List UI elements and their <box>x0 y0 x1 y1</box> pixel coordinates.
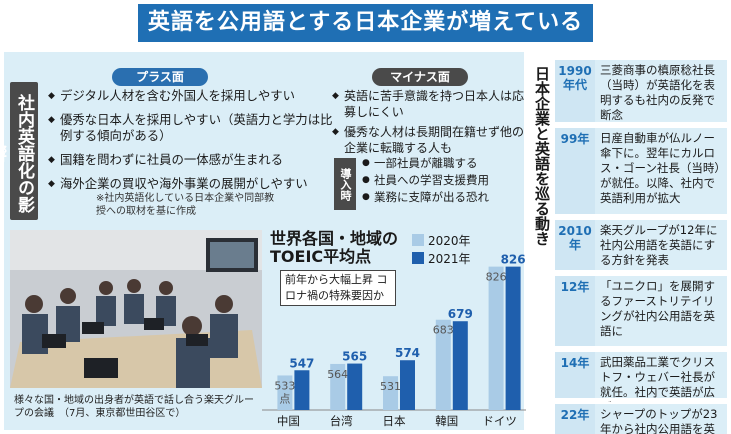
data-label: 565 <box>342 350 367 364</box>
timeline-year: 1990年代 <box>555 60 595 122</box>
legend-swatch-2021 <box>412 252 424 264</box>
data-label: 826 <box>501 253 526 267</box>
timeline-text: 日産自動車が仏ルノー傘下に。翌年にカルロス・ゴーン社長（当時）が就任。以降、社内… <box>600 131 721 205</box>
plus-item: 優秀な日本人を採用しやすい（英語力と学力は比例する傾向がある） <box>48 112 338 144</box>
timeline-text: 「ユニクロ」を展開するファーストリテイリングが社内公用語を英語に <box>600 279 715 338</box>
timeline-row: 1990年代 三菱商事の槙原稔社長（当時）が英語化を表明するも社内の反発で断念 <box>555 58 727 122</box>
introduction-item: 一部社員が離職する <box>362 156 522 171</box>
legend-label-2020: 2020年 <box>428 234 471 248</box>
plus-item: 海外企業の買収や海外事業の展開がしやすい <box>48 176 338 192</box>
plus-label: プラス面 <box>112 68 208 86</box>
chart-legend: 2020年 2021年 <box>412 232 471 268</box>
plus-item: デジタル人材を含む外国人を採用しやすい <box>48 88 338 104</box>
legend-item-2020: 2020年 <box>412 232 471 250</box>
timeline-row: 12年 「ユニクロ」を展開するファーストリテイリングが社内公用語を英語に <box>555 274 727 346</box>
data-label: 533 <box>274 379 295 392</box>
minus-label: マイナス面 <box>372 68 468 86</box>
bar-2021年 <box>452 321 468 410</box>
data-label: 826 <box>486 271 507 284</box>
data-label: 531 <box>380 380 401 393</box>
side-label-impact: 社内英語化の影響 <box>0 82 38 220</box>
category-label: 日本 <box>383 414 406 428</box>
unit-label: 点 <box>279 392 290 405</box>
chart-title: 世界各国・地域の TOEIC平均点 <box>270 229 399 266</box>
data-label: 679 <box>448 307 473 321</box>
timeline-year: 22年 <box>555 404 595 434</box>
timeline-row: 99年 日産自動車が仏ルノー傘下に。翌年にカルロス・ゴーン社長（当時）が就任。以降… <box>555 126 727 214</box>
data-label: 547 <box>289 356 314 370</box>
introduction-label: 導入時 <box>334 158 356 210</box>
meeting-photo-illustration <box>10 230 262 388</box>
source-note: ※社内英語化している日本企業や同部教授への取材を基に作成 <box>96 193 275 217</box>
legend-item-2021: 2021年 <box>412 250 471 268</box>
plus-item: 国籍を問わずに社員の一体感が生まれる <box>48 152 338 168</box>
timeline-year: 12年 <box>555 276 595 346</box>
timeline-row: 2010年 楽天グループが12年に社内公用語を英語にする方針を発表 <box>555 218 727 270</box>
timeline-year: 99年 <box>555 128 595 214</box>
bar-2020年 <box>330 363 346 410</box>
bar-2021年 <box>294 370 310 410</box>
legend-label-2021: 2021年 <box>428 252 471 266</box>
introduction-list: 一部社員が離職する 社員への学習支援費用 業務に支障が出る恐れ <box>362 156 522 207</box>
minus-list: 英語に苦手意識を持つ日本人は応募しにくい 優秀な人材は長期間在籍せず他の企業に転… <box>332 88 524 160</box>
plus-list: デジタル人材を含む外国人を採用しやすい 優秀な日本人を採用しやすい（英語力と学力… <box>48 88 338 200</box>
legend-swatch-2020 <box>412 234 424 246</box>
category-label: 韓国 <box>435 414 458 428</box>
minus-item: 優秀な人材は長期間在籍せず他の企業に転職する人も <box>332 124 524 156</box>
timeline-year: 2010年 <box>555 220 595 270</box>
bar-2020年 <box>488 266 504 410</box>
timeline-text: 三菱商事の槙原稔社長（当時）が英語化を表明するも社内の反発で断念 <box>600 63 715 122</box>
timeline-year: 14年 <box>555 352 595 398</box>
introduction-item: 社員への学習支援費用 <box>362 173 522 188</box>
category-label: ドイツ <box>482 414 516 428</box>
timeline-text: 楽天グループが12年に社内公用語を英語にする方針を発表 <box>600 223 718 267</box>
minus-item: 英語に苦手意識を持つ日本人は応募しにくい <box>332 88 524 120</box>
side-label-timeline: 日本企業と英語を巡る動き <box>533 66 551 246</box>
meeting-photo <box>10 230 262 388</box>
photo-caption: 様々な国・地域の出身者が英語で話し合う楽天グループの会議 （7月、東京都世田谷区… <box>14 395 254 419</box>
bar-2021年 <box>505 266 521 410</box>
bar-2020年 <box>277 375 293 410</box>
bar-2020年 <box>383 376 398 410</box>
bar-2020年 <box>435 319 451 410</box>
introduction-item: 業務に支障が出る恐れ <box>362 190 522 205</box>
bar-2021年 <box>400 360 415 410</box>
category-label: 台湾 <box>330 414 353 428</box>
bar-2021年 <box>347 363 363 410</box>
data-label: 574 <box>395 346 420 360</box>
page-title: 英語を公用語とする日本企業が増えている <box>138 4 593 42</box>
data-label: 564 <box>327 368 348 381</box>
category-label: 中国 <box>277 414 300 428</box>
timeline-row: 22年シャープのトップが23年から社内公用語を英語にする考えを表明 <box>555 402 727 434</box>
data-label: 683 <box>433 324 454 337</box>
timeline: 1990年代 三菱商事の槙原稔社長（当時）が英語化を表明するも社内の反発で断念 99… <box>555 58 727 434</box>
timeline-text: シャープのトップが23年から社内公用語を英語にする考えを表明 <box>600 407 718 434</box>
title-bar: 英語を公用語とする日本企業が増えている <box>0 0 731 46</box>
chart-annotation: 前年から大幅上昇 コロナ禍の特殊要因か <box>280 270 396 306</box>
